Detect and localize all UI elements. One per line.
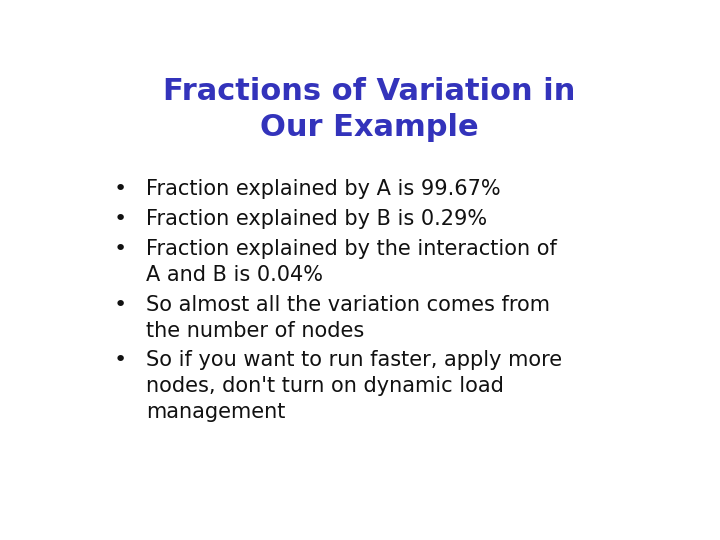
Text: Fraction explained by the interaction of: Fraction explained by the interaction of <box>145 239 557 259</box>
Text: •: • <box>114 350 127 370</box>
Text: Fractions of Variation in
Our Example: Fractions of Variation in Our Example <box>163 77 575 142</box>
Text: management: management <box>145 402 285 422</box>
Text: •: • <box>114 239 127 259</box>
Text: Fraction explained by A is 99.67%: Fraction explained by A is 99.67% <box>145 179 500 199</box>
Text: the number of nodes: the number of nodes <box>145 321 364 341</box>
Text: •: • <box>114 179 127 199</box>
Text: nodes, don't turn on dynamic load: nodes, don't turn on dynamic load <box>145 376 504 396</box>
Text: So if you want to run faster, apply more: So if you want to run faster, apply more <box>145 350 562 370</box>
Text: •: • <box>114 209 127 229</box>
Text: A and B is 0.04%: A and B is 0.04% <box>145 265 323 285</box>
Text: Fraction explained by B is 0.29%: Fraction explained by B is 0.29% <box>145 209 487 229</box>
Text: So almost all the variation comes from: So almost all the variation comes from <box>145 295 550 315</box>
Text: •: • <box>114 295 127 315</box>
